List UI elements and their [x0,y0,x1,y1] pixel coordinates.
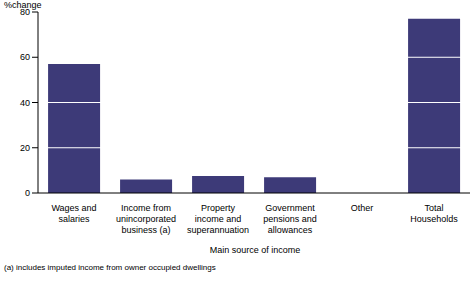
svg-text:40: 40 [20,98,30,108]
svg-text:Governmentpensions andallowanc: Governmentpensions andallowances [263,203,317,235]
svg-text:Propertyincome andsuperannuati: Propertyincome andsuperannuation [187,203,249,235]
svg-text:0: 0 [25,188,30,198]
svg-text:80: 80 [20,7,30,17]
html-text:Main source of income: Main source of income [209,245,301,255]
svg-text:Other: Other [351,203,374,213]
svg-text:20: 20 [20,143,30,153]
svg-text:60: 60 [20,52,30,62]
svg-text:Wages andsalaries: Wages andsalaries [51,203,96,224]
html-text:(a) includes imputed income fr: (a) includes imputed income from owner o… [4,263,216,272]
svg-text:TotalHouseholds: TotalHouseholds [410,203,458,224]
svg-text:Income fromunincorporatedbusin: Income fromunincorporatedbusiness (a) [116,203,176,235]
html-text:%change: %change [4,0,42,10]
